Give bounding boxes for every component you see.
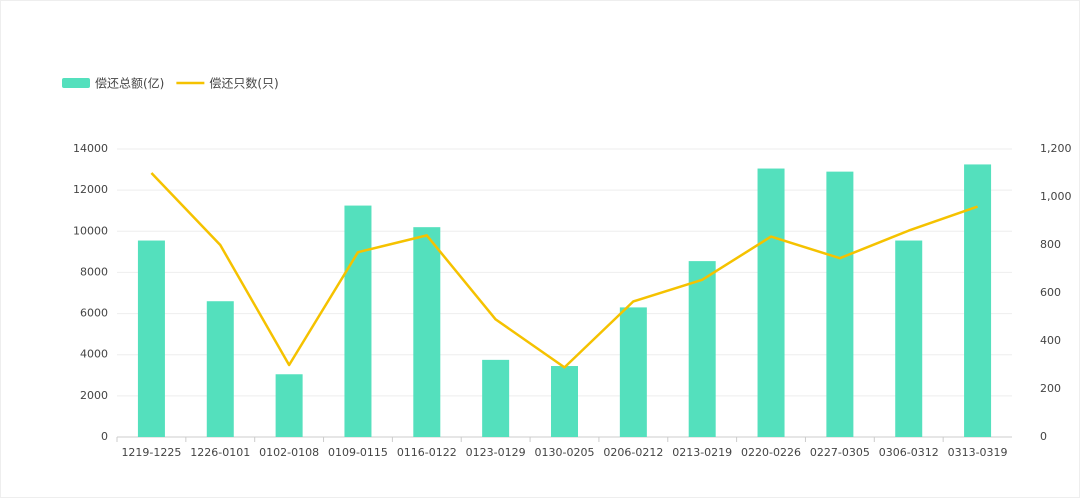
bar [137,240,165,437]
bar [619,307,647,437]
bar [826,171,854,437]
y2-tick-label: 200 [1040,382,1061,395]
y-tick-label: 10000 [73,224,108,237]
bar [757,168,785,438]
bar [482,359,510,437]
y2-tick-label: 1,000 [1040,190,1072,203]
y-tick-label: 2000 [80,389,108,402]
y2-tick-label: 400 [1040,334,1061,347]
x-tick-label: 0116-0122 [397,446,457,459]
x-tick-label: 0102-0108 [259,446,319,459]
y-tick-label: 0 [101,430,108,443]
x-tick-label: 0123-0129 [466,446,526,459]
x-tick-label: 0109-0115 [328,446,388,459]
bar [895,240,923,437]
bar [688,261,716,437]
bar [275,374,303,437]
x-tick-label: 1226-0101 [190,446,250,459]
y2-tick-label: 1,200 [1040,142,1072,155]
y-tick-label: 6000 [80,307,108,320]
bar [206,301,234,437]
x-tick-label: 0206-0212 [603,446,663,459]
y2-tick-label: 0 [1040,430,1047,443]
line [150,172,978,369]
legend-swatch [62,78,90,88]
legend-label: 偿还只数(只) [209,76,278,91]
bar [344,205,372,437]
x-tick-label: 0213-0219 [672,446,732,459]
y2-tick-label: 600 [1040,286,1061,299]
y2-tick-label: 800 [1040,238,1061,251]
y-tick-label: 12000 [73,183,108,196]
x-tick-label: 1219-1225 [121,446,181,459]
legend-label: 偿还总额(亿) [95,76,164,91]
x-tick-label: 0130-0205 [535,446,595,459]
bar [413,227,441,437]
x-tick-label: 0220-0226 [741,446,801,459]
y-tick-label: 8000 [80,265,108,278]
y-tick-label: 4000 [80,348,108,361]
x-tick-label: 0227-0305 [810,446,870,459]
x-tick-label: 0313-0319 [948,446,1008,459]
bar [964,164,992,437]
y-tick-label: 14000 [73,142,108,155]
bar [551,366,578,437]
x-tick-label: 0306-0312 [879,446,939,459]
